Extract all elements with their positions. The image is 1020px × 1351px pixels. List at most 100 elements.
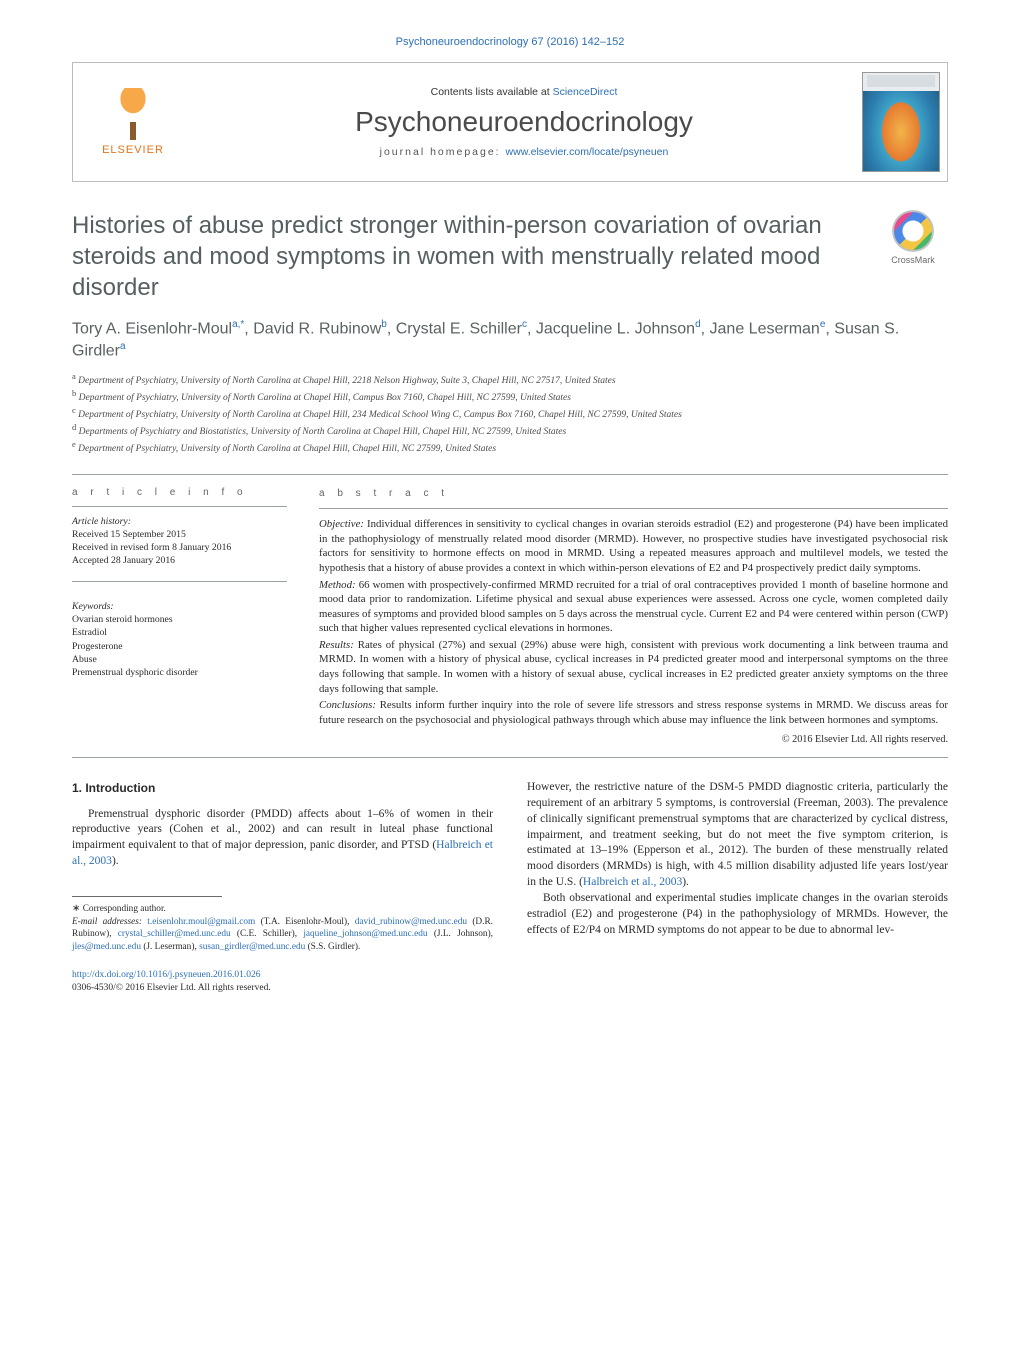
crossmark-label: CrossMark — [878, 255, 948, 265]
history-heading: Article history: — [72, 515, 287, 528]
article-title: Histories of abuse predict stronger with… — [72, 210, 864, 304]
intro-paragraph-3: Both observational and experimental stud… — [527, 891, 948, 939]
journal-title: Psychoneuroendocrinology — [355, 106, 693, 138]
author-email-link[interactable]: jaqueline_johnson@med.unc.edu — [303, 929, 427, 939]
corresponding-author-note: ∗ Corresponding author. — [72, 902, 493, 916]
objective-text: Individual differences in sensitivity to… — [319, 518, 948, 574]
publisher-logo-block: ELSEVIER — [73, 63, 193, 181]
banner-center: Contents lists available at ScienceDirec… — [193, 63, 855, 181]
homepage-prefix: journal homepage: — [380, 146, 506, 158]
abstract-objective: Objective: Individual differences in sen… — [319, 517, 948, 575]
conclusions-label: Conclusions: — [319, 699, 376, 711]
author-email-link[interactable]: susan_girdler@med.unc.edu — [199, 942, 305, 952]
author-affil-sup: b — [381, 319, 387, 330]
corresponding-text: Corresponding author. — [83, 904, 166, 914]
body-columns: 1. Introduction Premenstrual dysphoric d… — [72, 780, 948, 995]
intro-paragraph-2: However, the restrictive nature of the D… — [527, 780, 948, 891]
author-name: Jacqueline L. Johnson — [536, 320, 695, 337]
author-name: David R. Rubinow — [253, 320, 381, 337]
doi-link[interactable]: http://dx.doi.org/10.1016/j.psyneuen.201… — [72, 970, 261, 980]
article-info-column: a r t i c l e i n f o Article history: R… — [72, 487, 287, 747]
intro-paragraph-1: Premenstrual dysphoric disorder (PMDD) a… — [72, 807, 493, 870]
contents-prefix: Contents lists available at — [431, 86, 553, 98]
results-text: Rates of physical (27%) and sexual (29%)… — [319, 639, 948, 695]
body-col-left: 1. Introduction Premenstrual dysphoric d… — [72, 780, 493, 995]
intro-p1-text-a: Premenstrual dysphoric disorder (PMDD) a… — [72, 808, 493, 852]
results-label: Results: — [319, 639, 354, 651]
abstract-label: a b s t r a c t — [319, 487, 948, 501]
abstract-conclusions: Conclusions: Results inform further inqu… — [319, 698, 948, 727]
conclusions-text: Results inform further inquiry into the … — [319, 699, 948, 726]
abstract-column: a b s t r a c t Objective: Individual di… — [319, 487, 948, 747]
email-label: E-mail addresses: — [72, 917, 142, 927]
author-email-link[interactable]: jles@med.unc.edu — [72, 942, 141, 952]
contents-line: Contents lists available at ScienceDirec… — [431, 86, 618, 98]
affiliation-item: e Department of Psychiatry, University o… — [72, 439, 948, 456]
crossmark-block[interactable]: CrossMark — [878, 210, 948, 265]
author-affil-sup: a,* — [232, 319, 244, 330]
author-affil-sup: a — [120, 341, 126, 352]
author-name: Crystal E. Schiller — [396, 320, 522, 337]
author-list: Tory A. Eisenlohr-Moula,*, David R. Rubi… — [72, 318, 948, 363]
history-revised: Received in revised form 8 January 2016 — [72, 541, 287, 554]
subsection-rule — [72, 506, 287, 507]
homepage-line: journal homepage: www.elsevier.com/locat… — [380, 146, 669, 158]
section-rule — [72, 474, 948, 475]
author-email-who: (C.E. Schiller) — [237, 929, 295, 939]
body-col-right: However, the restrictive nature of the D… — [527, 780, 948, 995]
issn-copyright-line: 0306-4530/© 2016 Elsevier Ltd. All right… — [72, 982, 493, 995]
author-affil-sup: d — [695, 319, 701, 330]
affiliation-item: a Department of Psychiatry, University o… — [72, 371, 948, 388]
objective-label: Objective: — [319, 518, 364, 530]
author-name: Tory A. Eisenlohr-Moul — [72, 320, 232, 337]
author-affil-sup: c — [522, 319, 527, 330]
keyword-item: Progesterone — [72, 640, 287, 653]
sciencedirect-link[interactable]: ScienceDirect — [553, 86, 618, 98]
keyword-item: Ovarian steroid hormones — [72, 613, 287, 626]
homepage-link[interactable]: www.elsevier.com/locate/psyneuen — [506, 146, 669, 158]
journal-banner: ELSEVIER Contents lists available at Sci… — [72, 62, 948, 182]
article-info-label: a r t i c l e i n f o — [72, 487, 287, 498]
running-header: Psychoneuroendocrinology 67 (2016) 142–1… — [72, 36, 948, 48]
history-accepted: Accepted 28 January 2016 — [72, 554, 287, 567]
author-affil-sup: e — [820, 319, 826, 330]
keyword-item: Abuse — [72, 653, 287, 666]
author-email-link[interactable]: t.eisenlohr.moul@gmail.com — [147, 917, 255, 927]
abstract-results: Results: Rates of physical (27%) and sex… — [319, 638, 948, 696]
subsection-rule — [319, 508, 948, 509]
copyright-line: © 2016 Elsevier Ltd. All rights reserved… — [319, 733, 948, 747]
intro-p2-text-b: ). — [682, 876, 689, 888]
author-email-who: (S.S. Girdler). — [308, 942, 361, 952]
doi-block: http://dx.doi.org/10.1016/j.psyneuen.201… — [72, 969, 493, 995]
keyword-item: Premenstrual dysphoric disorder — [72, 666, 287, 679]
keywords-block: Keywords: Ovarian steroid hormonesEstrad… — [72, 600, 287, 679]
keywords-heading: Keywords: — [72, 600, 287, 613]
footnotes: ∗ Corresponding author. E-mail addresses… — [72, 896, 493, 953]
author-name: Jane Leserman — [710, 320, 820, 337]
author-email-who: (T.A. Eisenlohr-Moul) — [261, 917, 348, 927]
history-received: Received 15 September 2015 — [72, 528, 287, 541]
emails-block: E-mail addresses: t.eisenlohr.moul@gmail… — [72, 916, 493, 954]
affiliation-item: b Department of Psychiatry, University o… — [72, 388, 948, 405]
author-email-link[interactable]: david_rubinow@med.unc.edu — [355, 917, 467, 927]
affiliation-item: c Department of Psychiatry, University o… — [72, 405, 948, 422]
footnote-rule — [72, 896, 222, 897]
method-text: 66 women with prospectively-confirmed MR… — [319, 579, 948, 635]
cover-thumb-block — [855, 63, 947, 181]
publisher-name: ELSEVIER — [102, 144, 164, 156]
keyword-item: Estradiol — [72, 626, 287, 639]
elsevier-tree-icon — [111, 88, 155, 140]
crossmark-icon — [892, 210, 934, 252]
author-email-link[interactable]: crystal_schiller@med.unc.edu — [118, 929, 231, 939]
method-label: Method: — [319, 579, 356, 591]
intro-p2-text-a: However, the restrictive nature of the D… — [527, 781, 948, 888]
affiliation-list: a Department of Psychiatry, University o… — [72, 371, 948, 456]
citation-link[interactable]: Halbreich et al., 2003 — [583, 876, 682, 888]
intro-p1-text-b: ). — [112, 855, 119, 867]
article-history: Article history: Received 15 September 2… — [72, 515, 287, 567]
author-email-who: (J.L. Johnson) — [434, 929, 491, 939]
subsection-rule — [72, 581, 287, 582]
journal-cover-thumb — [862, 72, 940, 172]
intro-heading: 1. Introduction — [72, 780, 493, 797]
abstract-method: Method: 66 women with prospectively-conf… — [319, 578, 948, 636]
